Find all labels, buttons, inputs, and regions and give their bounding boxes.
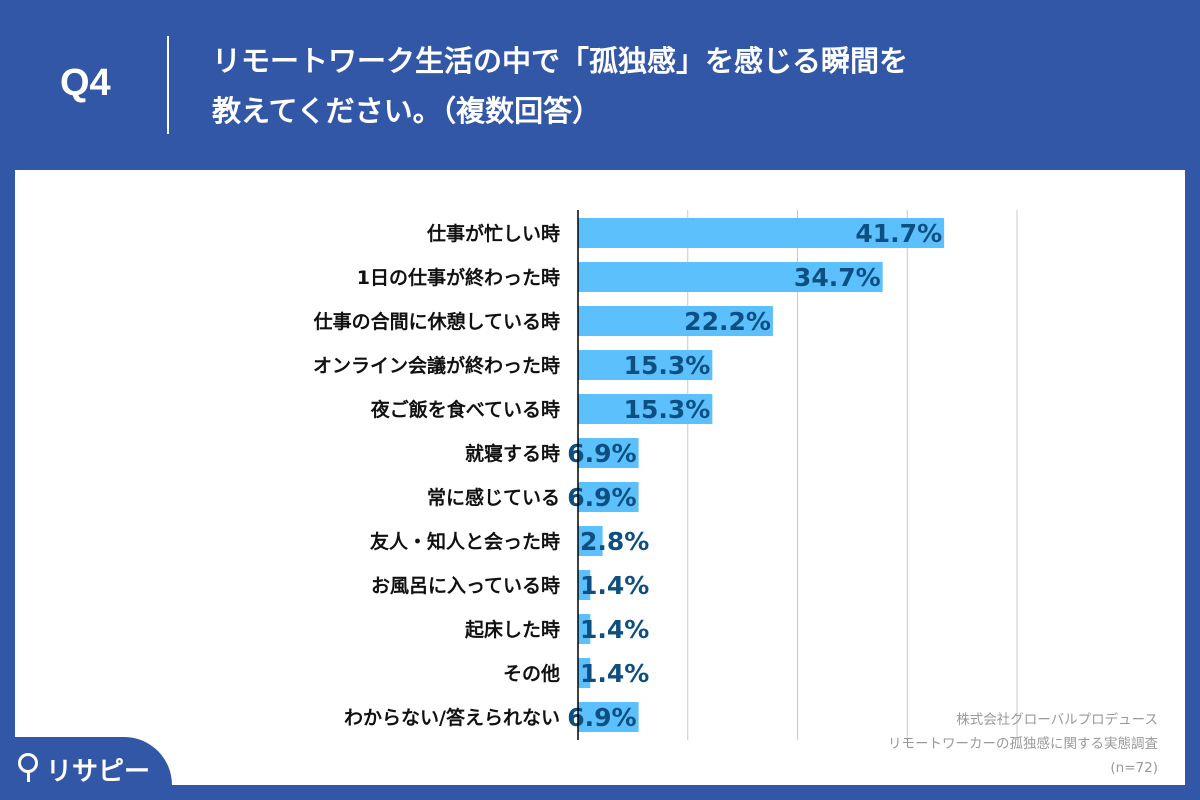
value-label: 41.7% bbox=[855, 219, 942, 248]
bar bbox=[578, 702, 639, 732]
category-label: 夜ご飯を食べている時 bbox=[370, 398, 560, 421]
source-note: 株式会社グローバルプロデュース リモートワーカーの孤独感に関する実態調査 (n=… bbox=[888, 708, 1158, 780]
bar bbox=[578, 658, 591, 688]
category-label: 仕事の合間に休憩している時 bbox=[313, 310, 560, 333]
value-label: 15.3% bbox=[624, 395, 711, 424]
value-label: 2.8% bbox=[580, 527, 649, 556]
title-line-1: リモートワーク生活の中で「孤独感」を感じる瞬間を bbox=[212, 44, 909, 78]
question-number: Q4 bbox=[60, 62, 111, 104]
logo-text: リサピー bbox=[46, 757, 151, 787]
divider bbox=[167, 36, 169, 134]
bar bbox=[578, 526, 603, 556]
value-label: 1.4% bbox=[580, 571, 649, 600]
category-label: 常に感じている bbox=[427, 486, 560, 509]
bar bbox=[578, 614, 591, 644]
bar bbox=[578, 394, 713, 424]
value-label: 6.9% bbox=[567, 483, 636, 512]
value-label: 6.9% bbox=[567, 703, 636, 732]
category-label: 仕事が忙しい時 bbox=[426, 222, 560, 245]
bar bbox=[578, 438, 639, 468]
bar bbox=[578, 306, 773, 336]
bar-chart: 仕事が忙しい時 41.7% 1日の仕事が終わった時 34.7% 仕事の合間に休憩している… bbox=[313, 210, 1018, 740]
pin-icon bbox=[18, 753, 38, 782]
chart-panel: 仕事が忙しい時 41.7% 1日の仕事が終わった時 34.7% 仕事の合間に休憩している… bbox=[15, 170, 1185, 785]
logo: リサピー bbox=[0, 737, 172, 800]
bar bbox=[578, 482, 639, 512]
bar bbox=[578, 350, 713, 380]
category-label: お風呂に入っている時 bbox=[371, 575, 560, 597]
source-survey: リモートワーカーの孤独感に関する実態調査 bbox=[888, 736, 1158, 752]
bar bbox=[578, 218, 945, 248]
source-sample: (n=72) bbox=[1110, 760, 1158, 776]
category-label: 起床した時 bbox=[464, 618, 560, 641]
category-label: 友人・知人と会った時 bbox=[370, 530, 560, 553]
category-label: オンライン会議が終わった時 bbox=[313, 354, 560, 377]
chart-title: リモートワーク生活の中で「孤独感」を感じる瞬間を 教えてください。（複数回答） bbox=[212, 36, 1112, 136]
value-label: 34.7% bbox=[794, 263, 881, 292]
title-line-2: 教えてください。（複数回答） bbox=[212, 94, 602, 128]
source-company: 株式会社グローバルプロデュース bbox=[956, 712, 1158, 728]
value-label: 15.3% bbox=[624, 351, 711, 380]
bar bbox=[578, 570, 591, 600]
value-label: 22.2% bbox=[684, 307, 771, 336]
category-label: 就寝する時 bbox=[465, 442, 560, 465]
category-label: わからない/答えられない bbox=[344, 706, 560, 729]
bar bbox=[578, 262, 883, 292]
category-label: 1日の仕事が終わった時 bbox=[357, 266, 560, 289]
value-label: 6.9% bbox=[567, 439, 636, 468]
value-label: 1.4% bbox=[580, 615, 649, 644]
category-label: その他 bbox=[503, 662, 560, 685]
value-label: 1.4% bbox=[580, 659, 649, 688]
